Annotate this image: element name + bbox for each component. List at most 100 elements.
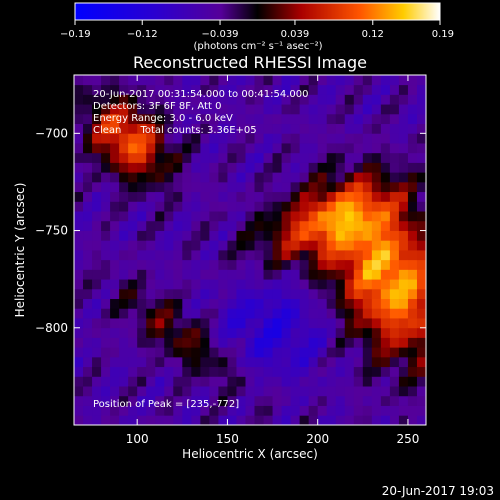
heatmap-cell bbox=[128, 259, 138, 270]
heatmap-cell bbox=[200, 366, 210, 377]
heatmap-cell bbox=[290, 220, 301, 231]
heatmap-cell bbox=[236, 376, 246, 387]
heatmap-cell bbox=[218, 113, 228, 125]
heatmap-cell bbox=[299, 181, 310, 193]
heatmap-cell bbox=[263, 240, 273, 251]
heatmap-cell bbox=[137, 104, 147, 115]
heatmap-cell bbox=[353, 376, 364, 387]
heatmap-cell bbox=[200, 298, 210, 309]
heatmap-cell bbox=[308, 104, 319, 115]
heatmap-cell bbox=[263, 347, 273, 358]
annotation-time-range: 20-Jun-2017 00:31:54.000 to 00:41:54.000 bbox=[93, 89, 309, 100]
heatmap-cell bbox=[398, 386, 409, 397]
heatmap-cell bbox=[263, 366, 273, 377]
heatmap-cell bbox=[101, 269, 111, 280]
heatmap-cell bbox=[263, 211, 273, 222]
heatmap-cell bbox=[209, 152, 219, 163]
heatmap-cell bbox=[326, 201, 337, 212]
heatmap-cell bbox=[227, 240, 237, 251]
heatmap-cell bbox=[119, 337, 129, 348]
heatmap-cell bbox=[182, 181, 192, 193]
heatmap-cell bbox=[335, 162, 346, 173]
heatmap-cell bbox=[110, 191, 120, 202]
heatmap-cell bbox=[101, 337, 111, 348]
heatmap-cell bbox=[245, 288, 255, 300]
heatmap-cell bbox=[92, 366, 102, 377]
heatmap-cell bbox=[281, 211, 292, 222]
heatmap-cell bbox=[137, 181, 147, 193]
heatmap-cell bbox=[110, 143, 120, 154]
heatmap-cell bbox=[119, 230, 129, 241]
y-axis-label: Heliocentric Y (arcsec) bbox=[13, 183, 27, 318]
heatmap-cell bbox=[272, 347, 282, 358]
heatmap-cell bbox=[281, 395, 292, 406]
heatmap-cell bbox=[110, 259, 120, 270]
heatmap-cell bbox=[317, 211, 328, 222]
heatmap-cell bbox=[128, 84, 138, 95]
heatmap-cell bbox=[191, 250, 201, 261]
heatmap-cell bbox=[209, 288, 219, 300]
heatmap-cell bbox=[182, 191, 192, 202]
heatmap-cell bbox=[290, 201, 301, 212]
heatmap-cell bbox=[380, 75, 391, 86]
heatmap-cell bbox=[155, 133, 165, 144]
heatmap-cell bbox=[407, 133, 418, 144]
heatmap-cell bbox=[164, 250, 174, 261]
heatmap-cell bbox=[227, 250, 237, 261]
heatmap-cell bbox=[317, 298, 328, 309]
heatmap-cell bbox=[92, 220, 102, 231]
heatmap-cell bbox=[137, 366, 147, 377]
heatmap-cell bbox=[254, 143, 264, 154]
heatmap-cell bbox=[164, 94, 174, 105]
heatmap-cell bbox=[137, 94, 147, 105]
heatmap-cell bbox=[155, 143, 165, 154]
heatmap-cell bbox=[155, 113, 165, 125]
heatmap-cell bbox=[83, 123, 93, 134]
heatmap-cell bbox=[146, 327, 156, 338]
heatmap-cell bbox=[209, 220, 219, 231]
heatmap-cell bbox=[191, 347, 201, 358]
heatmap-cell bbox=[128, 347, 138, 358]
heatmap-cell bbox=[380, 337, 391, 348]
heatmap-cell bbox=[317, 395, 328, 406]
heatmap-cell bbox=[371, 201, 382, 212]
heatmap-cell bbox=[110, 211, 120, 222]
heatmap-cell bbox=[74, 415, 84, 425]
heatmap-cell bbox=[218, 133, 228, 144]
heatmap-cell bbox=[389, 75, 400, 86]
heatmap-cell bbox=[83, 376, 93, 387]
heatmap-cell bbox=[119, 104, 129, 115]
heatmap-cell bbox=[317, 356, 328, 368]
heatmap-cell bbox=[371, 288, 382, 300]
heatmap-cell bbox=[182, 318, 192, 329]
heatmap-cell bbox=[263, 220, 273, 231]
heatmap-cell bbox=[137, 415, 147, 425]
heatmap-cell bbox=[119, 250, 129, 261]
heatmap-cell bbox=[218, 143, 228, 154]
heatmap-cell bbox=[182, 133, 192, 144]
heatmap-cell bbox=[371, 259, 382, 270]
heatmap-cell bbox=[155, 240, 165, 251]
heatmap-cell bbox=[245, 347, 255, 358]
heatmap-cell bbox=[362, 298, 373, 309]
heatmap-cell bbox=[389, 201, 400, 212]
heatmap-cell bbox=[281, 269, 292, 280]
heatmap-cell bbox=[344, 133, 355, 144]
heatmap-cell bbox=[407, 415, 418, 425]
heatmap-cell bbox=[155, 211, 165, 222]
heatmap-cell bbox=[317, 308, 328, 319]
heatmap-cell bbox=[110, 415, 120, 425]
heatmap-cell bbox=[182, 75, 192, 86]
heatmap-cell bbox=[83, 94, 93, 105]
heatmap-cell bbox=[290, 240, 301, 251]
heatmap-cell bbox=[83, 191, 93, 202]
heatmap-cell bbox=[272, 230, 282, 241]
heatmap-cell bbox=[128, 405, 138, 416]
heatmap-cell bbox=[254, 211, 264, 222]
heatmap-cell bbox=[254, 191, 264, 202]
colorbar-tick-label: −0.19 bbox=[60, 29, 91, 40]
heatmap-cell bbox=[407, 152, 418, 163]
heatmap-cell bbox=[155, 366, 165, 377]
heatmap-cell bbox=[416, 347, 426, 358]
heatmap-cell bbox=[119, 84, 129, 95]
